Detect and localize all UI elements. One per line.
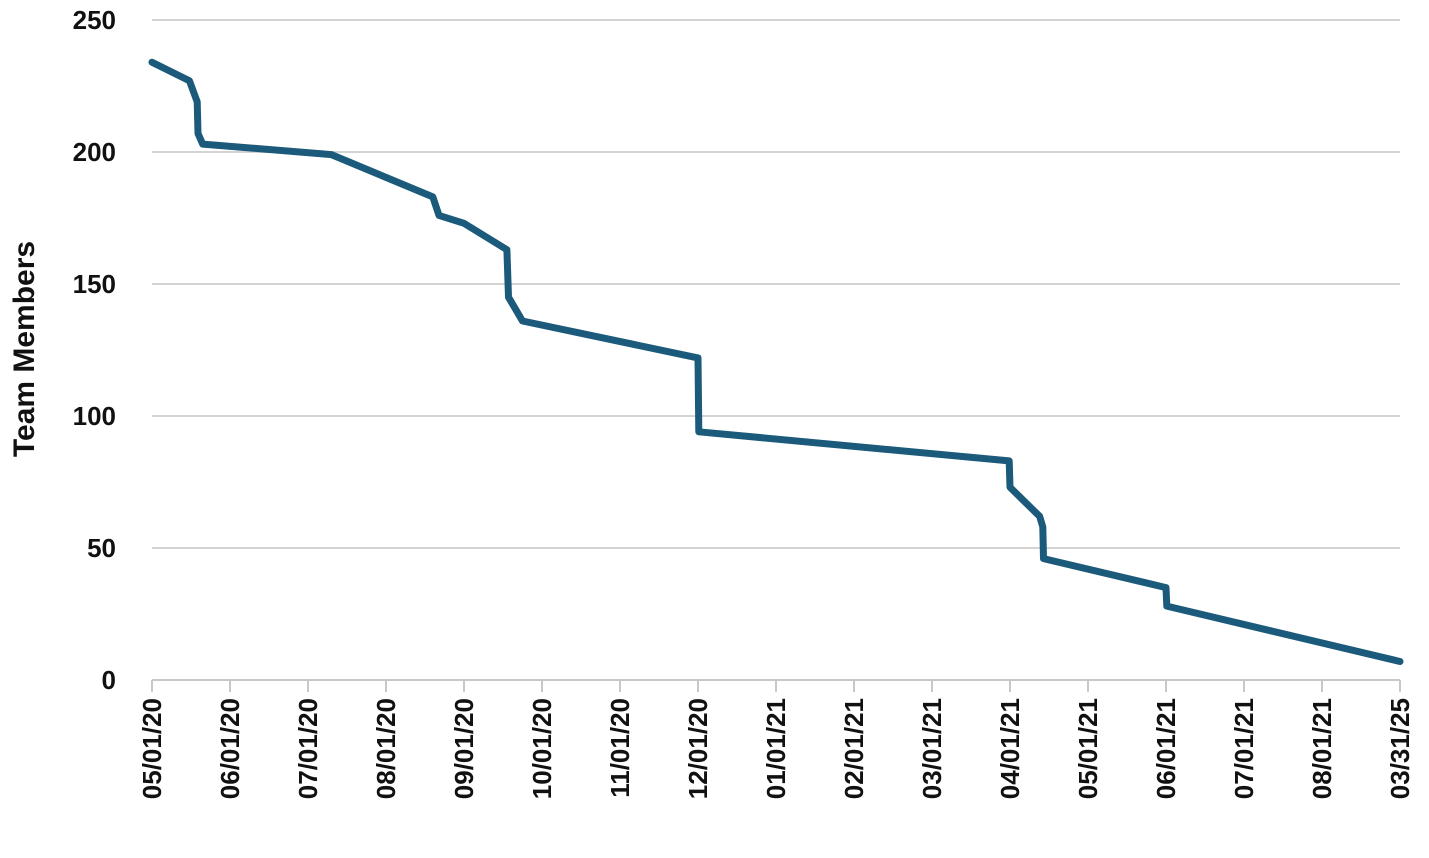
- y-tick-label: 250: [73, 5, 116, 35]
- x-tick-label: 05/01/20: [137, 698, 167, 799]
- x-tick-label: 12/01/20: [683, 698, 713, 799]
- axes: 0 50 100 150 200 250 05/01/20 06/01/20 07/01/20 0…: [73, 5, 1415, 799]
- gridlines: [152, 19, 1400, 549]
- x-tick-label: 08/01/20: [371, 698, 401, 799]
- x-tick-label: 02/01/21: [839, 698, 869, 799]
- x-tick-label: 03/31/25: [1385, 698, 1415, 799]
- y-tick-label: 0: [102, 665, 116, 695]
- y-tick-label: 200: [73, 137, 116, 167]
- y-tick-label: 100: [73, 401, 116, 431]
- x-tick-label: 04/01/21: [995, 698, 1025, 799]
- y-axis-title: Team Members: [8, 241, 41, 457]
- x-tick-label: 06/01/20: [215, 698, 245, 799]
- y-tick-label: 150: [73, 269, 116, 299]
- series-line: [148, 58, 1404, 665]
- x-tick-label: 03/01/21: [917, 698, 947, 799]
- x-tick-label: 10/01/20: [527, 698, 557, 799]
- series-layer: [148, 58, 1404, 665]
- x-tick-label: 06/01/21: [1151, 698, 1181, 799]
- x-tick-label: 08/01/21: [1307, 698, 1337, 799]
- x-tick-label: 07/01/21: [1229, 698, 1259, 799]
- x-tick-label: 11/01/20: [605, 698, 635, 798]
- x-tick-label: 07/01/20: [293, 698, 323, 799]
- x-tick-label: 09/01/20: [449, 698, 479, 799]
- x-tick-label: 05/01/21: [1073, 698, 1103, 799]
- x-tick-label: 01/01/21: [761, 698, 791, 799]
- y-tick-label: 50: [87, 533, 116, 563]
